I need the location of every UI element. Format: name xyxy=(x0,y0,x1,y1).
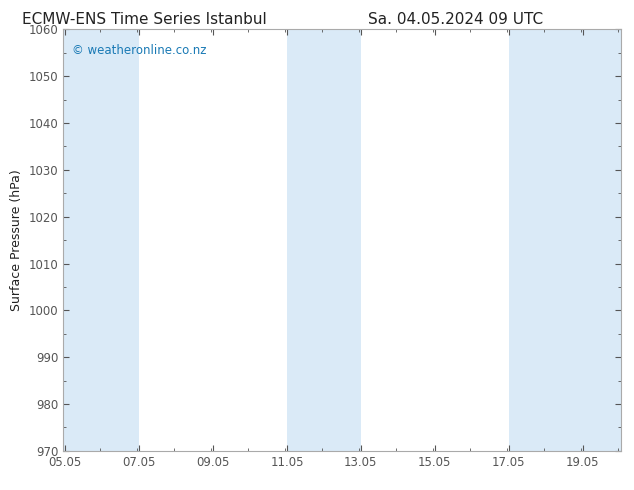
Bar xyxy=(508,29,621,451)
Text: © weatheronline.co.nz: © weatheronline.co.nz xyxy=(72,44,206,57)
Text: Sa. 04.05.2024 09 UTC: Sa. 04.05.2024 09 UTC xyxy=(368,12,543,27)
Bar xyxy=(287,29,361,451)
Bar xyxy=(63,29,139,451)
Text: ECMW-ENS Time Series Istanbul: ECMW-ENS Time Series Istanbul xyxy=(22,12,266,27)
Y-axis label: Surface Pressure (hPa): Surface Pressure (hPa) xyxy=(10,169,23,311)
